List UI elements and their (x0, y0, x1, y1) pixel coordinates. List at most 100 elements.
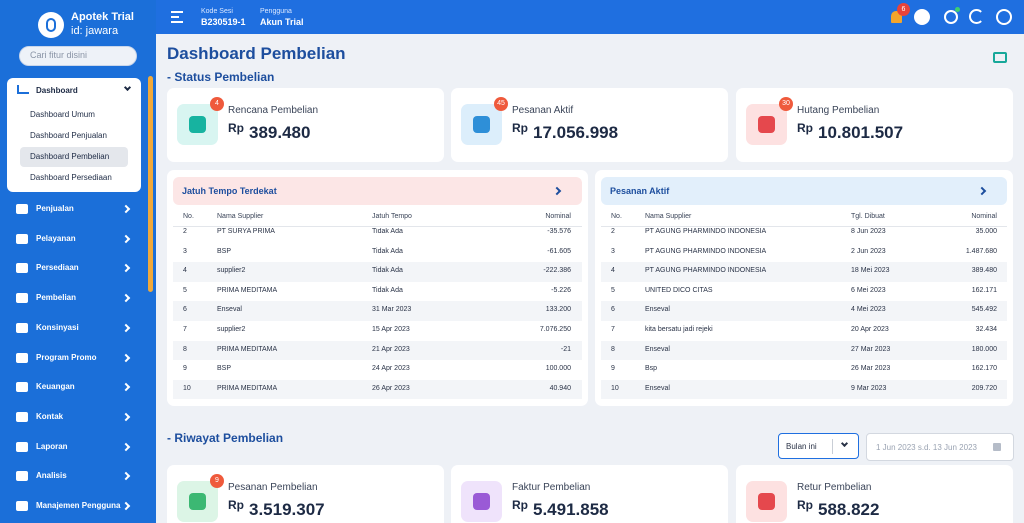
table-cell: 180.000 (971, 345, 997, 353)
table-cell: 10 (183, 384, 191, 392)
table-row: 2 PT SURYA PRIMA Tidak Ada -35.576 (173, 228, 582, 243)
stat-label: Hutang Pembelian (797, 105, 880, 116)
table-row: 10 PRIMA MEDITAMA 26 Apr 2023 40.940 (173, 379, 582, 400)
submenu-item[interactable]: Dashboard Penjualan (30, 131, 107, 140)
table-cell: 26 Mar 2023 (851, 365, 891, 373)
currency: Rp (228, 121, 244, 135)
help-button[interactable] (944, 10, 958, 24)
table-cell: 20 Apr 2023 (851, 326, 889, 333)
menu-item[interactable]: Dashboard (7, 78, 141, 102)
table-cell: 18 Mei 2023 (851, 267, 890, 275)
table-cell: 9 Mar 2023 (851, 384, 887, 392)
stat-icon-glyph (758, 116, 775, 133)
table-cell: 31 Mar 2023 (372, 306, 412, 314)
table-cell: 6 (183, 306, 187, 314)
period-select[interactable]: Bulan ini (778, 433, 859, 459)
column-header: Nama Supplier (217, 213, 264, 220)
menu-item[interactable]: Laporan (7, 437, 141, 459)
sidebar: Apotek Trial id: jawara Cari fitur disini D… (0, 0, 156, 523)
chevron-icon (840, 439, 849, 448)
table-cell: Tidak Ada (372, 286, 403, 294)
table-cell: kita bersatu jadi rejeki (645, 326, 713, 333)
table-cell: Enseval (645, 384, 670, 392)
stat-label: Pesanan Pembelian (228, 482, 318, 493)
notification-icon[interactable] (891, 11, 902, 23)
menu-item[interactable]: Program Promo (7, 348, 141, 370)
stat-icon-glyph (758, 493, 775, 510)
menu-item[interactable]: Pelayanan (7, 229, 141, 251)
menu-toggle[interactable] (171, 11, 184, 23)
stat-card: 9 Pesanan Pembelian Rp 3.519.307 (167, 465, 444, 523)
table-header[interactable]: Pesanan Aktif (601, 177, 1007, 205)
submenu-item[interactable]: Dashboard Pembelian (20, 147, 128, 167)
menu-icon (16, 471, 28, 482)
count-badge: 45 (494, 97, 508, 111)
menu-icon (16, 204, 28, 214)
table-cell: PRIMA MEDITAMA (217, 384, 278, 392)
menu-item[interactable]: Persediaan (7, 258, 141, 280)
menu-item[interactable]: Konsinyasi (7, 318, 141, 340)
menu-item[interactable]: Kontak (7, 407, 141, 429)
table-cell: BSP (217, 247, 232, 255)
table-row: 8 Enseval 27 Mar 2023 180.000 (601, 340, 1007, 361)
table-cell: PRIMA MEDITAMA (217, 286, 278, 294)
table-header[interactable]: Jatuh Tempo Terdekat (173, 177, 582, 205)
page-title: Dashboard Pembelian (167, 44, 346, 63)
stat-card: 45 Pesanan Aktif Rp 17.056.998 (451, 88, 728, 162)
submenu-item[interactable]: Dashboard Umum (30, 110, 95, 119)
refresh-button[interactable] (969, 9, 984, 24)
user-value: Akun Trial (260, 17, 304, 27)
menu-item[interactable]: Keuangan (7, 377, 141, 399)
table-card: Pesanan Aktif No. Nama Supplier Tgl. Dibuat… (595, 170, 1013, 406)
table-cell: 6 Mei 2023 (851, 286, 886, 294)
menu-label: Dashboard (36, 86, 78, 95)
play-button[interactable] (914, 9, 930, 25)
menu-item[interactable]: Manajemen Pengguna (7, 496, 141, 518)
menu-label: Laporan (36, 441, 68, 451)
menu-icon (16, 501, 28, 511)
table-cell: 6 (611, 306, 615, 314)
menu-label: Konsinyasi (36, 322, 79, 332)
column-header: Tgl. Dibuat (851, 213, 885, 220)
table-cell: 9 (183, 365, 187, 373)
stat-icon (177, 481, 218, 522)
menu-icon (16, 441, 28, 452)
stat-amount: 10.801.507 (818, 123, 904, 142)
menu-item[interactable]: Penjualan (7, 199, 141, 221)
menu-icon (17, 85, 29, 94)
topbar: Kode Sesi B230519-1 Pengguna Akun Trial 6 (156, 0, 1024, 34)
date-range-input[interactable]: 1 Jun 2023 s.d. 13 Jun 2023 (866, 433, 1014, 461)
table-cell: 162.170 (971, 365, 997, 373)
table-cell: 5 (611, 286, 615, 294)
table-cell: 7 (183, 326, 187, 333)
toggle-line (171, 16, 179, 18)
stat-icon (461, 481, 502, 522)
table-row: 6 Enseval 4 Mei 2023 545.492 (601, 301, 1007, 321)
table-cell: -222.386 (543, 267, 571, 275)
table-cell: 162.171 (971, 286, 997, 294)
column-header: Nominal (545, 213, 571, 220)
table-row: 5 PRIMA MEDITAMA Tidak Ada -5.226 (173, 282, 582, 302)
menu-item[interactable]: Pembelian (7, 288, 141, 310)
profile-button[interactable] (996, 9, 1012, 25)
session-label: Kode Sesi (201, 8, 233, 15)
chevron-icon (121, 412, 131, 422)
table-row: 3 BSP Tidak Ada -61.605 (173, 243, 582, 263)
stat-amount: 5.491.858 (533, 500, 609, 519)
table-cell: supplier2 (217, 267, 246, 275)
chevron-icon (121, 442, 131, 451)
menu-label: Pelayanan (36, 233, 76, 243)
chevron-icon (977, 186, 987, 196)
table-title: Jatuh Tempo Terdekat (182, 186, 277, 196)
table-cell: 4 (183, 267, 187, 275)
table-cell: -61.605 (547, 247, 571, 255)
stat-card: Faktur Pembelian Rp 5.491.858 (451, 465, 728, 523)
table-row: 3 PT AGUNG PHARMINDO INDONESIA 2 Jun 2023 1… (601, 243, 1007, 263)
display-toggle[interactable] (993, 52, 1007, 63)
table-cell: Tidak Ada (372, 228, 403, 235)
menu-item[interactable]: Analisis (7, 466, 141, 488)
search-box[interactable]: Cari fitur disini (19, 46, 137, 66)
table-row: 2 PT AGUNG PHARMINDO INDONESIA 8 Jun 2023 3… (601, 228, 1007, 243)
submenu-item[interactable]: Dashboard Persediaan (30, 173, 112, 182)
